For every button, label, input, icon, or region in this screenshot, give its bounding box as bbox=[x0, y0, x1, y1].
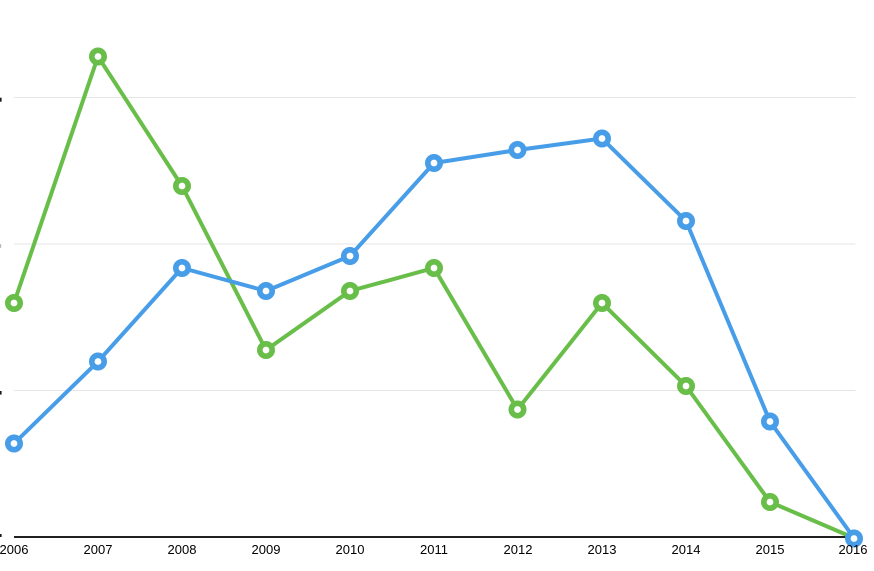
svg-text:2011: 2011 bbox=[420, 542, 448, 557]
svg-text:2015: 2015 bbox=[756, 542, 785, 557]
svg-text:2013: 2013 bbox=[588, 542, 617, 557]
svg-text:2008: 2008 bbox=[168, 542, 197, 557]
svg-text:2009: 2009 bbox=[252, 542, 281, 557]
svg-text:2012: 2012 bbox=[504, 542, 533, 557]
svg-text:2007: 2007 bbox=[84, 542, 113, 557]
svg-text:2014: 2014 bbox=[672, 542, 701, 557]
svg-text:2010: 2010 bbox=[336, 542, 365, 557]
svg-text:2006: 2006 bbox=[0, 542, 28, 557]
svg-text:2016: 2016 bbox=[839, 542, 868, 557]
